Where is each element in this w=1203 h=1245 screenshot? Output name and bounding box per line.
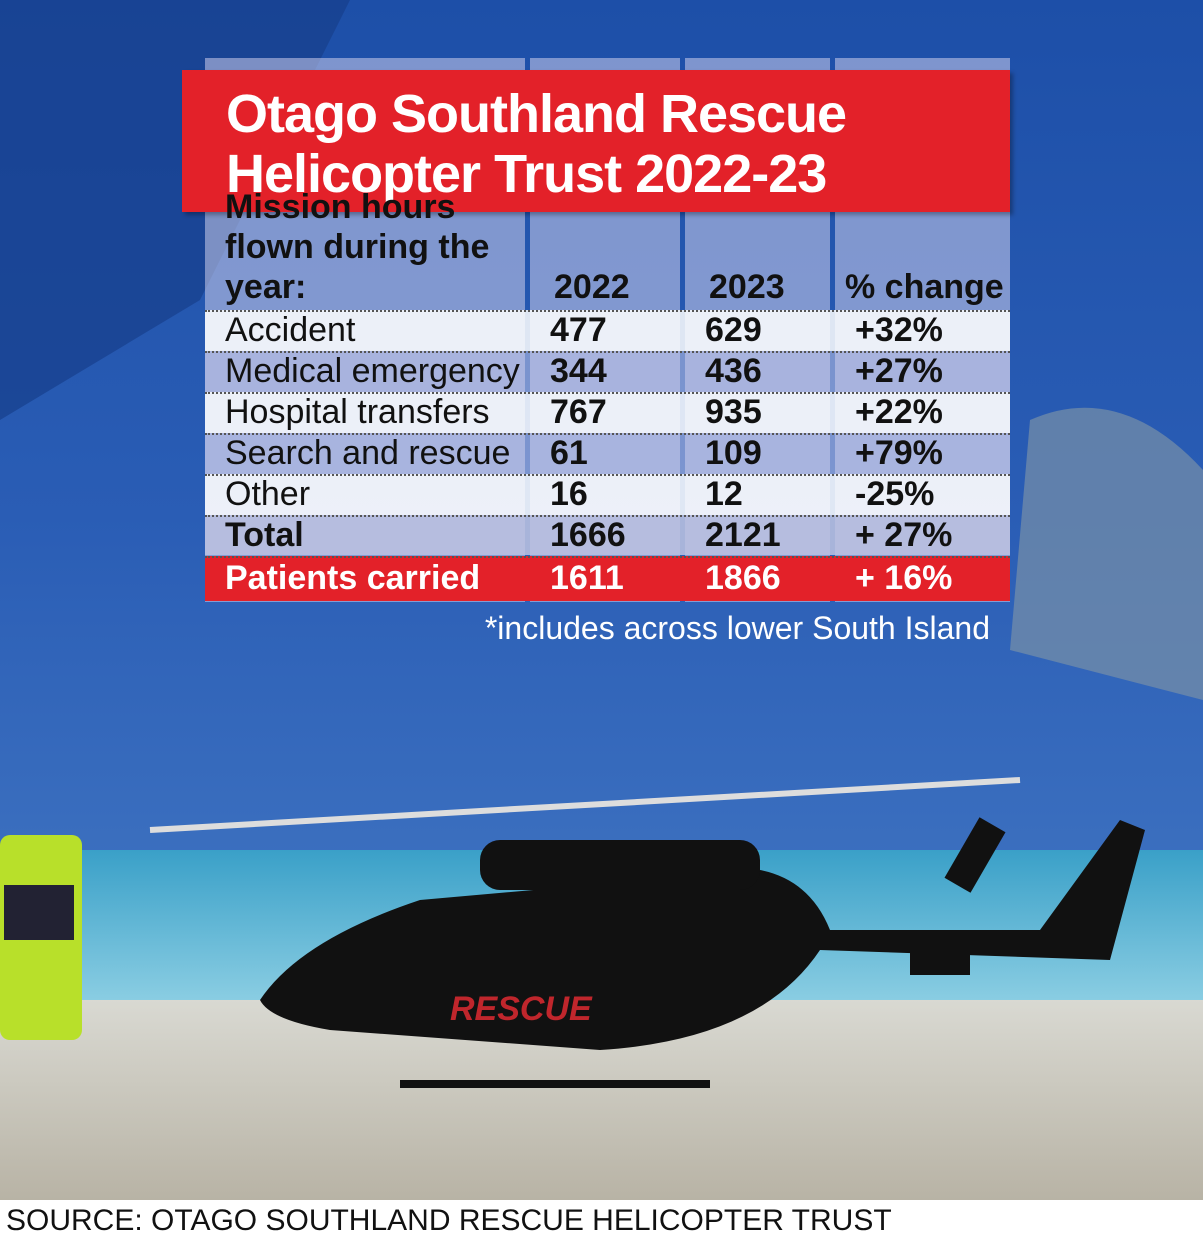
table-cell: 1866 (705, 559, 781, 597)
row-bg (205, 433, 1010, 474)
table-cell: +32% (855, 311, 943, 349)
header-cell: Mission hours flown during the year: (225, 188, 490, 306)
table-cell: Hospital transfers (225, 393, 490, 431)
title: Otago Southland Rescue Helicopter Trust … (182, 70, 1010, 212)
row-bg (205, 474, 1010, 515)
header-cell: 2023 (709, 268, 785, 306)
footnote: *includes across lower South Island (484, 610, 990, 646)
table-cell: Other (225, 475, 311, 513)
table-cell: 12 (705, 475, 743, 513)
table-cell: +27% (855, 352, 943, 390)
table-cell: Medical emergency (225, 352, 520, 390)
source: SOURCE: OTAGO SOUTHLAND RESCUE HELICOPTE… (6, 1204, 892, 1237)
table-cell: 935 (705, 393, 762, 431)
table-cell: Search and rescue (225, 434, 511, 472)
table-cell: 109 (705, 434, 762, 472)
table-cell: 344 (550, 352, 607, 390)
row-bg (205, 351, 1010, 392)
table-cell: 16 (550, 475, 588, 513)
row-bg (205, 515, 1010, 555)
table-cell: 2121 (705, 515, 781, 554)
table-cell: 767 (550, 393, 607, 431)
table-cell: Total (225, 515, 304, 554)
table-cell: + 16% (855, 559, 953, 597)
table-cell: -25% (855, 475, 935, 513)
table-cell: +22% (855, 393, 943, 431)
row-bg (205, 310, 1010, 351)
table-cell: +79% (855, 434, 943, 472)
svg-text:RESCUE: RESCUE (450, 990, 593, 1028)
row-bg (205, 556, 1010, 601)
header-cell: % change (845, 268, 1004, 306)
table-cell: 629 (705, 311, 762, 349)
table-cell: 1611 (550, 559, 624, 597)
table-cell: 436 (705, 352, 762, 390)
table-cell: 477 (550, 311, 607, 349)
header-cell: 2022 (554, 268, 630, 306)
row-bg (205, 392, 1010, 433)
table-cell: Accident (225, 311, 356, 349)
table-cell: + 27% (855, 515, 953, 554)
table-cell: Patients carried (225, 559, 481, 597)
table-cell: 1666 (550, 515, 626, 554)
table-cell: 61 (550, 434, 588, 472)
